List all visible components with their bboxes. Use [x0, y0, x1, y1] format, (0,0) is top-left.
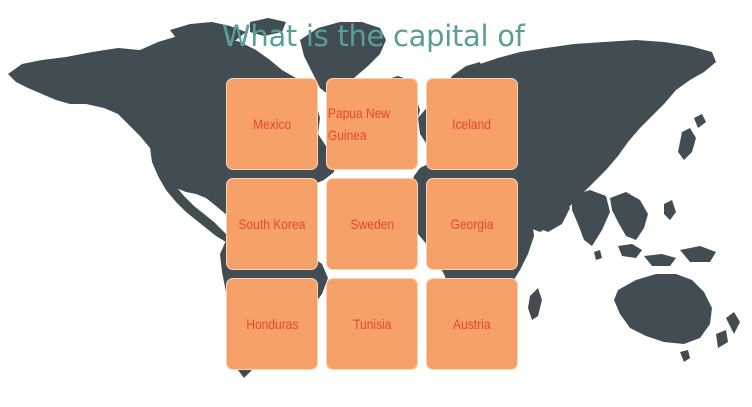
greenland-landmass — [300, 22, 386, 96]
arabia-landmass — [520, 186, 570, 232]
india-landmass — [572, 190, 610, 246]
answer-card-label: Sweden — [350, 216, 394, 232]
answer-card-georgia[interactable]: Georgia — [426, 178, 518, 270]
answer-card-label: Honduras — [245, 316, 299, 332]
new-zealand-islands — [726, 312, 740, 334]
madagascar-island — [528, 288, 542, 320]
japan-islands — [678, 128, 696, 160]
answer-card-tunisia[interactable]: Tunisia — [326, 278, 418, 370]
answer-card-iceland[interactable]: Iceland — [426, 78, 518, 170]
southeast-asia-landmass — [610, 192, 648, 240]
answer-card-south-korea[interactable]: South Korea — [226, 178, 318, 270]
answer-card-grid: Mexico Papua New Guinea Iceland South Ko… — [226, 78, 518, 370]
answer-card-label: Papua New Guinea — [327, 105, 391, 143]
answer-card-mexico[interactable]: Mexico — [226, 78, 318, 170]
indonesia-islands — [618, 244, 642, 258]
answer-card-honduras[interactable]: Honduras — [226, 278, 318, 370]
australia-landmass — [614, 274, 712, 344]
central-america-landmass — [150, 148, 230, 242]
answer-card-austria[interactable]: Austria — [426, 278, 518, 370]
answer-card-label: Austria — [453, 316, 491, 332]
answer-card-label: Georgia — [450, 216, 494, 232]
answer-card-label: Mexico — [252, 116, 292, 132]
answer-card-sweden[interactable]: Sweden — [326, 178, 418, 270]
question-title: What is the capital of — [222, 19, 525, 53]
answer-card-papua-new-guinea[interactable]: Papua New Guinea — [326, 78, 418, 170]
answer-card-label: Iceland — [452, 116, 492, 132]
arctic-islands — [170, 22, 246, 42]
answer-card-label: Tunisia — [352, 316, 392, 332]
answer-card-label: South Korea — [238, 216, 306, 232]
